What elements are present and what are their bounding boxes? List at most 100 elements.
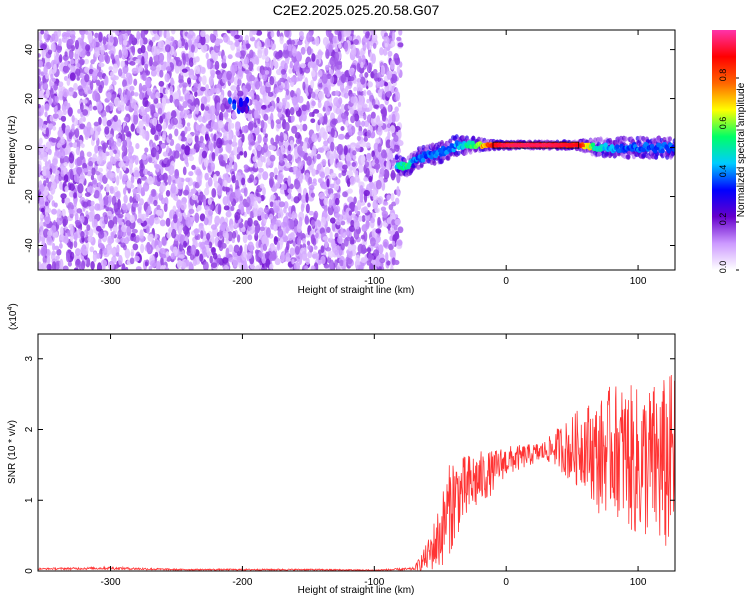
heatmap-cell	[328, 198, 332, 208]
heatmap-cell	[79, 215, 85, 224]
heatmap-cell	[38, 108, 42, 117]
heatmap-cell	[90, 174, 95, 181]
heatmap-cell	[255, 30, 263, 36]
heatmap-cell	[80, 143, 85, 149]
heatmap-cell	[44, 103, 50, 112]
heatmap-cell	[154, 163, 161, 169]
heatmap-cell	[85, 257, 91, 268]
heatmap-cell	[221, 61, 227, 69]
heatmap-cell	[349, 44, 356, 50]
heatmap-cell	[123, 125, 130, 134]
heatmap-cell	[51, 33, 56, 42]
heatmap-cell	[40, 30, 45, 35]
heatmap-cell	[125, 220, 132, 227]
heatmap-cell	[186, 133, 193, 144]
heatmap-cell	[448, 138, 453, 144]
heatmap-cell	[63, 155, 70, 165]
heatmap-cell	[236, 153, 241, 160]
heatmap-cell	[96, 155, 102, 165]
heatmap-cell	[129, 214, 135, 224]
heatmap-cell	[240, 226, 246, 233]
heatmap-cell	[301, 250, 308, 261]
heatmap-cell	[326, 226, 331, 233]
heatmap-cell	[254, 162, 258, 169]
heatmap-cell	[310, 265, 316, 270]
heatmap-cell	[390, 265, 394, 270]
heatmap-cell	[140, 243, 145, 254]
heatmap-cell	[172, 213, 178, 224]
heatmap-cell	[113, 202, 119, 213]
heatmap-cell	[131, 67, 139, 74]
heatmap-cell	[135, 266, 142, 270]
heatmap-cell	[92, 70, 97, 82]
heatmap-cell	[44, 111, 48, 118]
heatmap-cell	[260, 243, 264, 253]
heatmap-cell	[137, 178, 142, 186]
heatmap-cell	[45, 127, 50, 137]
heatmap-cell	[174, 98, 180, 108]
heatmap-cell	[382, 239, 389, 249]
heatmap-cell	[63, 162, 68, 167]
heatmap-cell	[370, 115, 377, 127]
heatmap-cell	[340, 220, 346, 226]
heatmap-cell	[365, 220, 370, 230]
heatmap-cell	[149, 104, 156, 110]
heatmap-cell	[308, 176, 313, 185]
heatmap-cell	[269, 178, 274, 189]
heatmap-cell	[304, 265, 309, 270]
heatmap-cell	[118, 34, 123, 45]
heatmap-cell	[66, 78, 71, 86]
heatmap-cell	[270, 30, 275, 38]
heatmap-cell	[287, 175, 292, 186]
heatmap-cell	[39, 225, 44, 232]
heatmap-cell	[286, 154, 293, 162]
heatmap-cell	[178, 182, 184, 190]
heatmap-cell	[247, 217, 253, 227]
heatmap-cell	[222, 112, 229, 118]
heatmap-cell	[87, 235, 94, 243]
heatmap-cell	[148, 233, 154, 240]
heatmap-cell	[39, 89, 45, 100]
heatmap-cell	[180, 110, 184, 119]
heatmap-cell	[269, 171, 275, 178]
heatmap-cell	[267, 91, 274, 97]
heatmap-cell	[209, 105, 216, 115]
heatmap-cell	[388, 243, 394, 251]
heatmap-cell	[286, 76, 291, 83]
heatmap-cell	[68, 86, 74, 97]
heatmap-cell	[150, 69, 157, 77]
heatmap-cell	[186, 34, 193, 39]
heatmap-cell	[146, 243, 151, 255]
heatmap-cell	[98, 230, 105, 239]
heatmap-cell	[54, 245, 60, 251]
heatmap-cell	[234, 40, 240, 47]
heatmap-cell	[178, 225, 183, 234]
heatmap-cell	[97, 182, 102, 187]
heatmap-cell	[187, 113, 193, 119]
heatmap-cell	[233, 244, 240, 254]
heatmap-cell	[327, 250, 335, 259]
heatmap-cell	[375, 266, 382, 270]
heatmap-cell	[102, 264, 106, 270]
heatmap-cell	[170, 110, 177, 119]
heatmap-cell	[159, 247, 166, 254]
heatmap-cell	[356, 82, 361, 92]
heatmap-cell	[74, 39, 79, 50]
heatmap-cell	[200, 102, 205, 112]
heatmap-cell	[42, 124, 47, 129]
heatmap-cell	[330, 172, 337, 179]
heatmap-cell	[317, 178, 323, 184]
heatmap-cell	[104, 75, 109, 86]
heatmap-cell	[340, 125, 345, 131]
heatmap-cell	[306, 240, 311, 246]
heatmap-cell	[50, 174, 55, 182]
heatmap-cell	[198, 225, 205, 234]
heatmap-cell	[247, 61, 254, 72]
heatmap-cell	[227, 54, 233, 60]
heatmap-cell	[58, 111, 64, 117]
heatmap-cell	[129, 60, 136, 66]
heatmap-cell	[279, 238, 284, 246]
heatmap-cell	[191, 164, 196, 171]
heatmap-cell	[105, 105, 111, 113]
